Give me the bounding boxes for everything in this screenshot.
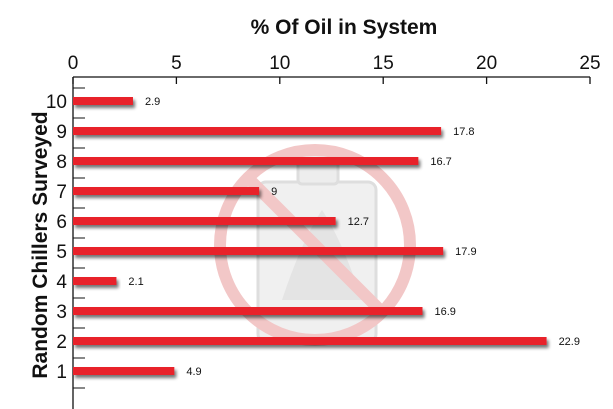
y-tick-label: 3 [56, 302, 67, 323]
bar-value-label: 22.9 [559, 336, 580, 348]
bar-chiller-2 [73, 337, 547, 345]
x-tick-label: 10 [269, 53, 290, 74]
bar-value-label: 4.9 [186, 366, 201, 378]
chart-title: % Of Oil in System [251, 16, 438, 39]
bar-value-label: 16.9 [434, 306, 455, 318]
bar-value-label: 2.9 [145, 96, 160, 108]
x-tick-label: 25 [579, 53, 600, 74]
bar-chiller-9 [73, 127, 442, 135]
y-tick-label: 4 [56, 272, 67, 293]
y-tick-label: 2 [56, 332, 67, 353]
bar-value-label: 17.8 [453, 126, 474, 138]
bar-chiller-4 [73, 277, 117, 285]
x-tick-label: 20 [476, 53, 497, 74]
y-tick-label: 10 [46, 92, 67, 113]
bar-value-label: 2.1 [128, 276, 143, 288]
bar-chiller-7 [73, 187, 260, 195]
bar-value-label: 12.7 [348, 216, 369, 228]
x-tick-label: 15 [373, 53, 394, 74]
bar-value-label: 17.9 [455, 246, 476, 258]
y-tick-label: 5 [56, 242, 67, 263]
bar-chiller-1 [73, 367, 175, 375]
y-tick-label: 1 [56, 362, 67, 383]
bar-value-label: 16.7 [430, 156, 451, 168]
bar-chiller-3 [73, 307, 423, 315]
bar-chiller-10 [73, 97, 133, 105]
bar-chiller-5 [73, 247, 444, 255]
y-tick-label: 9 [56, 122, 67, 143]
bar-chiller-6 [73, 217, 336, 225]
x-tick-label: 5 [171, 53, 182, 74]
bar-value-label: 9 [271, 186, 277, 198]
y-tick-label: 6 [56, 212, 67, 233]
y-tick-label: 7 [56, 182, 67, 203]
x-tick-label: 0 [68, 53, 79, 74]
bar-chiller-8 [73, 157, 419, 165]
y-axis-label: Random Chillers Surveyed [29, 111, 52, 378]
y-tick-label: 8 [56, 152, 67, 173]
